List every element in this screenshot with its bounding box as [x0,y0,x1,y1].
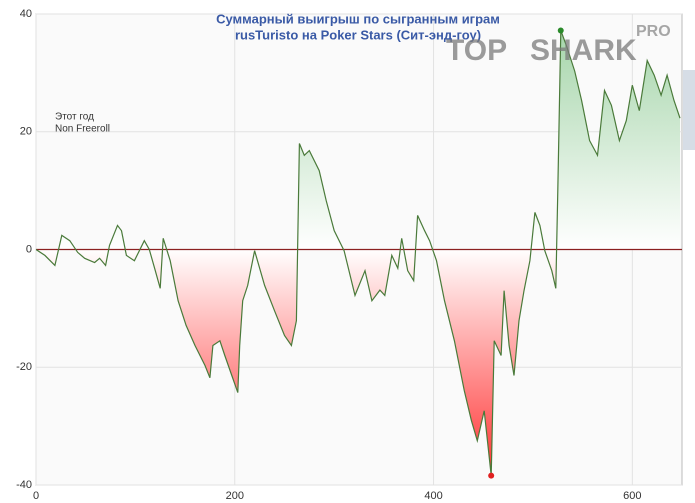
logo: TOP [446,34,507,67]
area-positive [58,30,681,249]
logo: SHARK [530,34,637,67]
area-negative [36,249,681,476]
y-tick-label: -40 [16,479,32,491]
chart-subtitle: rusTuristo на Poker Stars (Сит-энд-гоу) [235,27,481,42]
side-widget[interactable] [683,70,695,150]
y-tick-label: 0 [26,243,32,255]
chart-title: Суммарный выигрыш по сыгранным играм [216,11,500,26]
y-tick-label: 20 [20,126,32,138]
x-tick-label: 400 [424,490,442,502]
x-tick-label: 600 [623,490,641,502]
max-marker [557,27,564,34]
annotation: Non Freeroll [55,124,110,135]
x-tick-label: 0 [33,490,39,502]
x-tick-label: 200 [226,490,244,502]
logo: PRO [636,23,671,40]
min-marker [488,472,495,479]
annotation: Этот год [55,112,94,123]
line [35,30,681,476]
y-tick-label: -20 [16,361,32,373]
y-tick-label: 40 [20,8,32,20]
